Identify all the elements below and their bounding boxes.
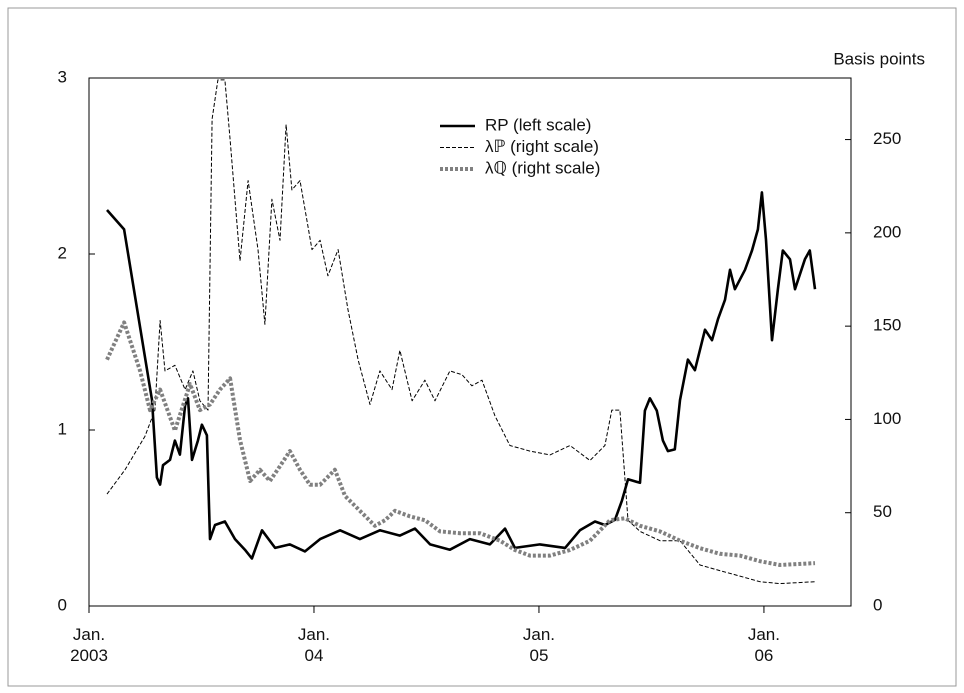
y2-tick-label: 250: [873, 129, 901, 148]
y2-tick-label: 200: [873, 222, 901, 241]
x-tick-label: Jan. 06: [747, 625, 780, 665]
y-tick-label: 0: [58, 595, 67, 614]
legend-label: RP (left scale): [485, 115, 591, 134]
legend-label: λℙ (right scale): [485, 137, 599, 156]
y2-tick-label: 100: [873, 409, 901, 428]
series-line: [105, 320, 816, 567]
y2-axis-label: Basis points: [833, 49, 925, 68]
x-tick-label: Jan. 04: [297, 625, 331, 665]
legend-label: λℚ (right scale): [485, 158, 600, 177]
y2-tick-label: 150: [873, 316, 901, 335]
x-tick-label: Jan. 2003: [70, 625, 108, 665]
plot-area: [88, 77, 852, 607]
x-tick-label: Jan. 05: [522, 625, 556, 665]
series-line: [106, 191, 817, 560]
y2-tick-label: 50: [873, 502, 892, 521]
series-line: [106, 79, 816, 585]
y-tick-label: 1: [58, 419, 67, 438]
frame: [7, 7, 957, 687]
y-tick-label: 2: [58, 243, 67, 262]
y-tick-label: 3: [58, 67, 67, 86]
y2-tick-label: 0: [873, 595, 882, 614]
